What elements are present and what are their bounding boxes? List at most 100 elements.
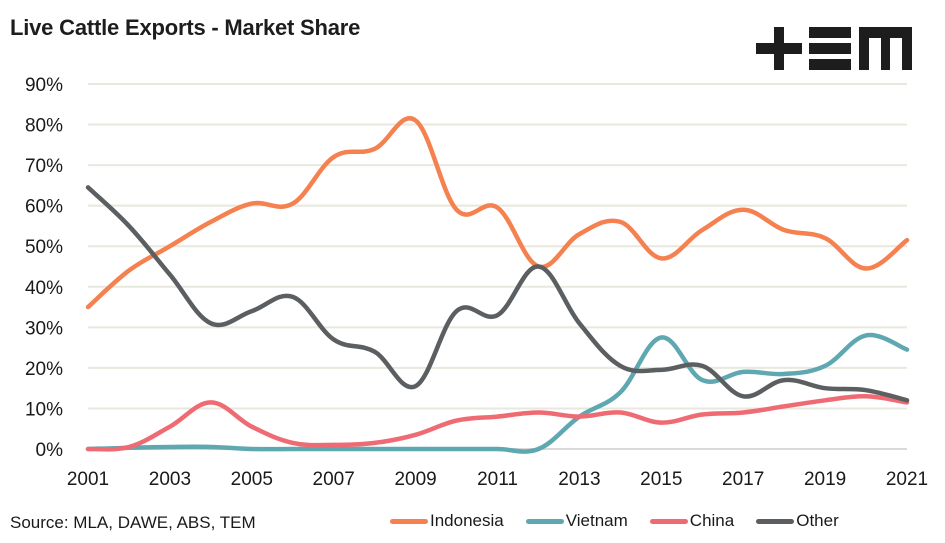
data-point-china-2001 xyxy=(86,447,90,451)
data-point-indonesia-2015 xyxy=(659,256,663,260)
data-point-indonesia-2006 xyxy=(291,202,295,206)
x-tick-label: 2007 xyxy=(313,469,355,490)
data-point-other-2020 xyxy=(864,388,868,392)
data-point-other-2016 xyxy=(700,364,704,368)
x-tick-label: 2015 xyxy=(640,469,682,490)
chart-title: Live Cattle Exports - Market Share xyxy=(10,15,361,40)
x-tick-label: 2019 xyxy=(804,469,846,490)
x-tick-label: 2003 xyxy=(149,469,191,490)
data-point-indonesia-2005 xyxy=(250,202,254,206)
data-point-china-2018 xyxy=(782,404,786,408)
legend-label-indonesia: Indonesia xyxy=(430,511,504,530)
x-tick-label: 2005 xyxy=(231,469,273,490)
data-point-indonesia-2019 xyxy=(823,236,827,240)
data-point-other-2019 xyxy=(823,386,827,390)
data-point-vietnam-2021 xyxy=(905,348,909,352)
y-tick-label: 30% xyxy=(25,318,63,339)
data-point-china-2011 xyxy=(496,415,500,419)
data-point-other-2007 xyxy=(332,338,336,342)
y-tick-label: 20% xyxy=(25,359,63,380)
data-point-china-2015 xyxy=(659,421,663,425)
data-point-other-2015 xyxy=(659,368,663,372)
data-point-other-2008 xyxy=(373,350,377,354)
data-point-vietnam-2018 xyxy=(782,372,786,376)
legend-swatch-other xyxy=(756,518,795,524)
data-point-indonesia-2009 xyxy=(414,119,418,123)
data-point-china-2012 xyxy=(536,411,540,415)
y-tick-label: 10% xyxy=(25,399,63,420)
data-point-china-2019 xyxy=(823,398,827,402)
data-point-china-2013 xyxy=(577,415,581,419)
data-point-indonesia-2013 xyxy=(577,232,581,236)
y-tick-label: 60% xyxy=(25,197,63,218)
data-point-china-2002 xyxy=(127,445,131,449)
data-point-vietnam-2009 xyxy=(414,447,418,451)
data-point-china-2014 xyxy=(618,411,622,415)
legend-swatch-china xyxy=(649,518,688,524)
logo-e-top xyxy=(809,27,851,38)
source-note: Source: MLA, DAWE, ABS, TEM xyxy=(10,513,256,532)
data-point-indonesia-2020 xyxy=(864,267,868,271)
data-point-other-2010 xyxy=(455,309,459,313)
data-point-vietnam-2011 xyxy=(496,447,500,451)
data-point-other-2014 xyxy=(618,364,622,368)
legend-item-china: China xyxy=(649,511,734,531)
data-point-vietnam-2017 xyxy=(741,370,745,374)
x-tick-label: 2021 xyxy=(886,469,928,490)
y-tick-label: 40% xyxy=(25,278,63,299)
x-tick-label: 2013 xyxy=(558,469,600,490)
series-line-vietnam xyxy=(85,332,910,454)
legend-item-vietnam: Vietnam xyxy=(525,511,628,531)
data-point-other-2002 xyxy=(127,224,131,228)
data-point-vietnam-2014 xyxy=(618,390,622,394)
data-point-china-2007 xyxy=(332,443,336,447)
y-tick-label: 50% xyxy=(25,237,63,258)
data-point-other-2004 xyxy=(209,321,213,325)
series-lines xyxy=(85,116,910,454)
gridlines xyxy=(88,83,907,450)
y-tick-label: 90% xyxy=(25,75,63,96)
data-point-china-2020 xyxy=(864,394,868,398)
data-point-indonesia-2014 xyxy=(618,220,622,224)
data-point-china-2016 xyxy=(700,413,704,417)
series-line-other xyxy=(85,185,910,403)
series-line-china xyxy=(85,394,910,452)
data-point-china-2005 xyxy=(250,425,254,429)
data-point-china-2010 xyxy=(455,419,459,423)
legend-label-other: Other xyxy=(796,511,839,530)
data-point-vietnam-2008 xyxy=(373,447,377,451)
logo-plus-vertical xyxy=(774,27,784,70)
y-tick-label: 0% xyxy=(36,440,64,461)
data-point-vietnam-2015 xyxy=(659,335,663,339)
data-point-other-2001 xyxy=(86,185,90,189)
logo-e-bottom xyxy=(809,59,851,70)
data-point-other-2018 xyxy=(782,378,786,382)
series-line-indonesia xyxy=(85,116,910,310)
data-point-indonesia-2016 xyxy=(700,228,704,232)
data-point-other-2021 xyxy=(905,398,909,402)
x-tick-label: 2001 xyxy=(67,469,109,490)
data-point-other-2003 xyxy=(168,273,172,277)
legend: Indonesia Vietnam China Other xyxy=(390,511,839,531)
tem-logo: TEM xyxy=(756,27,912,70)
y-tick-label: 70% xyxy=(25,156,63,177)
data-point-indonesia-2011 xyxy=(496,206,500,210)
data-point-other-2012 xyxy=(536,265,540,269)
data-point-china-2003 xyxy=(168,425,172,429)
data-point-indonesia-2021 xyxy=(905,238,909,242)
data-point-china-2006 xyxy=(291,441,295,445)
data-point-indonesia-2010 xyxy=(455,208,459,212)
logo-e-mid xyxy=(809,43,851,54)
data-point-vietnam-2019 xyxy=(823,364,827,368)
legend-item-other: Other xyxy=(756,511,839,531)
data-point-china-2008 xyxy=(373,441,377,445)
data-point-vietnam-2006 xyxy=(291,447,295,451)
data-point-china-2009 xyxy=(414,433,418,437)
data-point-indonesia-2007 xyxy=(332,155,336,159)
data-point-vietnam-2005 xyxy=(250,447,254,451)
data-point-indonesia-2002 xyxy=(127,269,131,273)
data-point-china-2004 xyxy=(209,400,213,404)
x-tick-label: 2011 xyxy=(477,469,518,490)
data-point-vietnam-2007 xyxy=(332,447,336,451)
